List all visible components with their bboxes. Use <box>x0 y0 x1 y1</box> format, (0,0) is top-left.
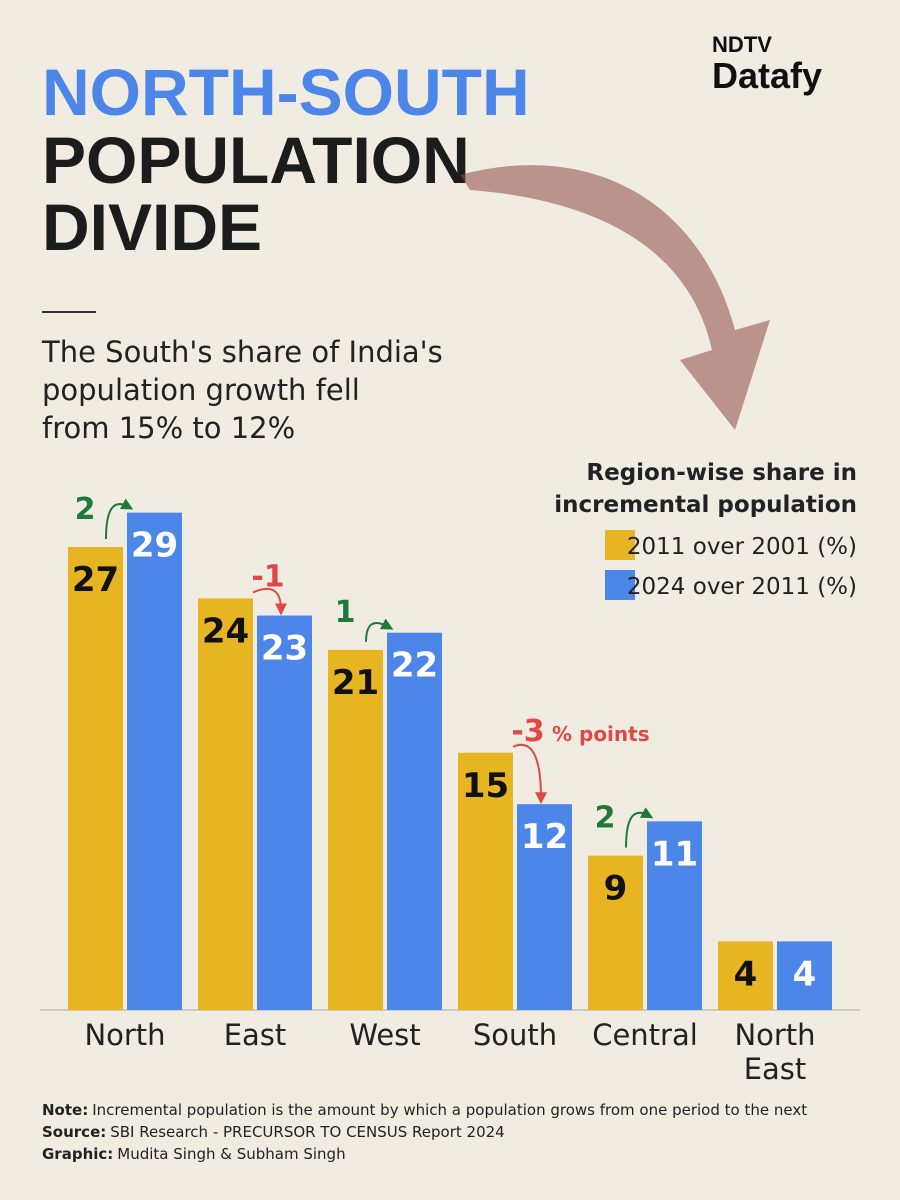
value-label: 11 <box>651 834 698 874</box>
value-label: 4 <box>734 954 758 994</box>
bar <box>588 855 643 1010</box>
change-label: 2 <box>75 492 96 527</box>
x-tick-label: East <box>224 1018 287 1052</box>
legend-swatch <box>605 570 635 600</box>
logo-bottom: Datafy <box>712 55 822 96</box>
x-tick-label: North East <box>734 1018 815 1086</box>
change-label: -3 <box>511 714 544 749</box>
note-label: Source: <box>42 1123 106 1141</box>
note-text: Mudita Singh & Subham Singh <box>117 1145 345 1163</box>
title-line: DIVIDE <box>42 190 262 264</box>
bar <box>198 598 253 1010</box>
bar <box>647 821 702 1010</box>
value-label: 4 <box>793 954 817 994</box>
subtitle-line: The South's share of India's <box>41 335 443 369</box>
legend-label: 2024 over 2011 (%) <box>627 574 857 600</box>
bar <box>718 941 773 1010</box>
legend-label: 2011 over 2001 (%) <box>627 534 857 560</box>
change-unit: % points <box>552 722 650 746</box>
value-label: 22 <box>391 646 438 686</box>
value-label: 27 <box>72 560 119 600</box>
value-label: 29 <box>131 526 178 566</box>
legend-swatch <box>605 530 635 560</box>
legend-title: Region-wise share in <box>586 460 857 486</box>
x-tick-label: West <box>349 1018 420 1052</box>
bar <box>328 649 383 1010</box>
x-tick-label: North <box>84 1018 165 1052</box>
subtitle-line: from 15% to 12% <box>42 411 295 445</box>
note-label: Note: <box>42 1101 88 1119</box>
value-label: 15 <box>462 766 509 806</box>
bar <box>458 752 513 1010</box>
note-text: SBI Research - PRECURSOR TO CENSUS Repor… <box>110 1123 504 1141</box>
bar <box>257 615 312 1010</box>
subtitle-line: population growth fell <box>42 373 360 407</box>
change-arrow <box>365 618 394 642</box>
bar <box>127 512 182 1010</box>
bar <box>517 804 572 1010</box>
change-arrow <box>252 587 287 616</box>
logo-top: NDTV <box>712 32 772 57</box>
x-tick-label: Central <box>592 1018 698 1052</box>
value-label: 21 <box>332 663 379 703</box>
change-label: 1 <box>335 595 356 630</box>
bar <box>387 632 442 1010</box>
subtitle: The South's share of India's population g… <box>41 335 443 445</box>
value-label: 12 <box>521 817 568 857</box>
value-label: 9 <box>604 869 628 909</box>
value-label: 24 <box>202 611 249 651</box>
x-tick-label: South <box>473 1018 557 1052</box>
note-text: Incremental population is the amount by … <box>92 1101 807 1119</box>
notes: Note: Incremental population is the amoun… <box>42 1101 807 1163</box>
note-label: Graphic: <box>42 1145 113 1163</box>
note: Graphic: Mudita Singh & Subham Singh <box>42 1145 346 1163</box>
change-arrow <box>105 498 134 539</box>
value-label: 23 <box>261 629 308 669</box>
title-line: NORTH-SOUTH <box>42 55 530 129</box>
change-label: 2 <box>595 801 616 836</box>
note: Source: SBI Research - PRECURSOR TO CENSU… <box>42 1123 505 1141</box>
note: Note: Incremental population is the amoun… <box>42 1101 807 1119</box>
crowd-arrow <box>460 165 770 431</box>
legend-title: incremental population <box>554 492 857 518</box>
change-arrow <box>625 807 654 848</box>
title-line: POPULATION <box>42 123 470 197</box>
bar <box>68 546 123 1010</box>
bar <box>777 941 832 1010</box>
chart: Region-wise share in incremental populati… <box>40 460 860 1086</box>
change-arrow <box>512 743 547 805</box>
